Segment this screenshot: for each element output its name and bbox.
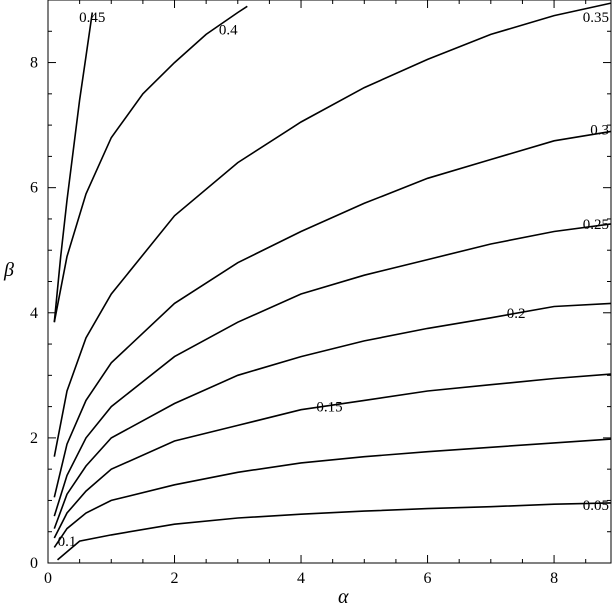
contour-labels: 0.45 0.4 0.35 0.3 0.25 0.2 0.15 0.1 0.05 [58, 10, 609, 550]
x-tick-label: 2 [171, 570, 179, 587]
tick-labels: 0 2 4 6 8 0 2 4 6 8 [30, 55, 558, 587]
contour-label: 0.3 [590, 122, 609, 138]
y-tick-label: 2 [30, 430, 38, 447]
x-tick-label: 0 [44, 570, 52, 587]
contour-label: 0.15 [316, 400, 342, 416]
contour-label: 0.2 [507, 306, 526, 322]
contour-label: 0.1 [58, 534, 77, 550]
contour-label: 0.35 [583, 10, 609, 26]
contour-line-0.35 [53, 2, 612, 457]
x-tick-label: 6 [424, 570, 432, 587]
contour-line-0.15 [53, 373, 612, 539]
plot-frame [47, 0, 612, 564]
axis-ticks [47, 0, 611, 564]
contour-line-0.45 [53, 12, 94, 323]
x-tick-label: 4 [297, 570, 305, 587]
contour-line-0.05 [56, 502, 612, 561]
contour-label: 0.05 [583, 498, 609, 514]
contour-label: 0.4 [219, 22, 238, 38]
contour-line-0.1 [53, 438, 612, 548]
contour-line-0.2 [53, 302, 612, 529]
y-axis-label: β [3, 259, 14, 281]
y-tick-label: 8 [30, 55, 38, 72]
contour-line-0.25 [53, 223, 612, 517]
y-tick-label: 4 [30, 305, 38, 322]
contour-label: 0.45 [79, 10, 105, 26]
y-tick-label: 0 [30, 555, 38, 572]
contour-line-0.4 [53, 5, 248, 323]
x-axis-label: α [338, 586, 349, 607]
y-tick-label: 6 [30, 180, 38, 197]
contour-line-0.3 [53, 130, 612, 498]
x-tick-label: 8 [550, 570, 558, 587]
contour-lines [53, 2, 612, 561]
contour-label: 0.25 [583, 217, 609, 233]
